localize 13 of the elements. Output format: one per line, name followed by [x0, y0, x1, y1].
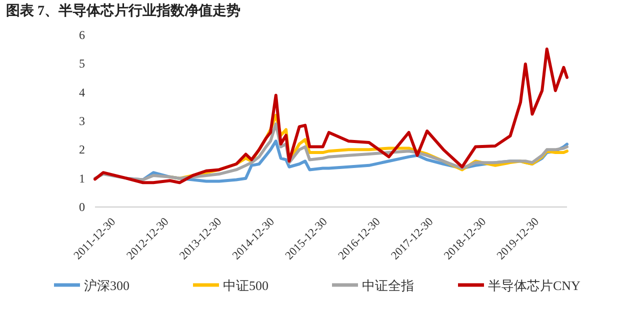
y-tick-label: 0: [79, 200, 85, 214]
legend-label: 半导体芯片CNY: [488, 278, 582, 293]
line-series: [94, 48, 568, 184]
legend-label: 沪深300: [84, 278, 130, 293]
legend-label: 中证500: [223, 278, 268, 293]
y-tick-label: 6: [79, 28, 85, 42]
y-tick-label: 3: [79, 114, 85, 128]
y-tick-label: 2: [79, 142, 85, 157]
chart-title: 图表 7、半导体芯片行业指数净值走势: [6, 3, 240, 19]
legend-label: 中证全指: [362, 278, 414, 293]
y-tick-label: 4: [79, 85, 85, 100]
y-tick-label: 5: [79, 56, 85, 71]
y-tick-label: 1: [79, 171, 85, 186]
